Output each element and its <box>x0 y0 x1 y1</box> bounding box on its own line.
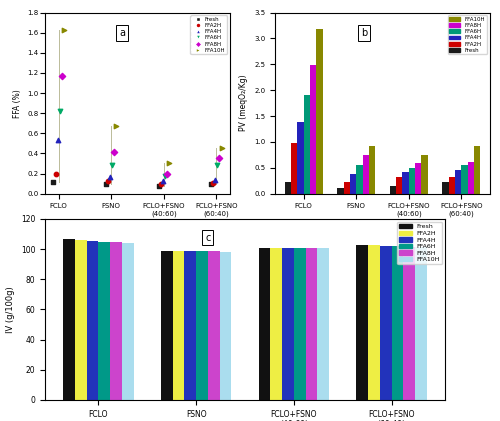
Bar <box>196 251 208 400</box>
Bar <box>356 165 362 194</box>
FFA6H <box>214 162 222 169</box>
FFA4H <box>158 177 166 184</box>
Legend: FFA10H, FFA8H, FFA6H, FFA4H, FFA2H, Fresh: FFA10H, FFA8H, FFA6H, FFA4H, FFA2H, Fres… <box>448 16 487 54</box>
Bar <box>409 168 415 194</box>
Bar <box>318 248 329 400</box>
Fresh <box>207 180 215 187</box>
Bar <box>291 143 298 194</box>
Bar <box>344 182 350 194</box>
Legend: Fresh, FFA2H, FFA4H, FFA6H, FFA8H, FFA10H: Fresh, FFA2H, FFA4H, FFA6H, FFA8H, FFA10… <box>190 16 227 54</box>
FFA8H <box>110 149 118 156</box>
Bar <box>350 174 356 194</box>
FFA6H <box>56 108 64 115</box>
Text: c: c <box>205 233 210 242</box>
FFA8H <box>58 72 66 79</box>
Bar <box>396 177 402 194</box>
Legend: Fresh, FFA2H, FFA4H, FFA6H, FFA8H, FFA10H: Fresh, FFA2H, FFA4H, FFA6H, FFA8H, FFA10… <box>397 222 442 264</box>
FFA8H <box>216 155 224 162</box>
FFA6H <box>108 162 116 169</box>
Bar <box>294 248 306 400</box>
Fresh <box>50 178 58 185</box>
Bar <box>468 162 474 194</box>
Bar <box>455 171 462 194</box>
Bar <box>98 242 110 400</box>
Bar <box>110 242 122 400</box>
Bar <box>86 241 99 400</box>
Bar <box>422 155 428 194</box>
Bar <box>380 246 392 400</box>
Bar <box>462 165 468 194</box>
Bar <box>258 248 270 400</box>
Bar <box>338 189 344 194</box>
Bar <box>298 122 304 194</box>
FFA4H <box>106 173 114 180</box>
Bar <box>362 155 369 194</box>
FFA2H <box>104 177 112 184</box>
FFA2H <box>156 180 164 187</box>
X-axis label: Fresh & Blended Oil Samples: Fresh & Blended Oil Samples <box>332 222 433 229</box>
Bar <box>63 239 75 400</box>
Bar <box>75 240 86 400</box>
Bar <box>356 245 368 400</box>
Y-axis label: PV (meqO₂/Kg): PV (meqO₂/Kg) <box>240 75 248 131</box>
Bar <box>161 250 172 400</box>
Bar <box>415 247 427 400</box>
Text: b: b <box>361 28 367 38</box>
FFA10H <box>218 145 226 152</box>
Bar <box>306 248 318 400</box>
FFA10H <box>165 160 173 167</box>
FFA10H <box>60 27 68 33</box>
Bar <box>285 182 291 194</box>
Bar <box>392 246 404 400</box>
Fresh <box>154 182 162 189</box>
Bar <box>270 248 282 400</box>
Bar <box>474 146 480 194</box>
FFA10H <box>112 123 120 130</box>
FFA6H <box>161 172 169 179</box>
Bar <box>220 252 232 400</box>
Fresh <box>102 180 110 187</box>
FFA2H <box>52 170 60 177</box>
Bar <box>282 248 294 400</box>
Bar <box>316 29 322 194</box>
FFA8H <box>163 170 171 177</box>
Bar <box>310 65 316 194</box>
Bar <box>208 251 220 400</box>
Bar <box>415 163 422 194</box>
Bar <box>122 243 134 400</box>
Y-axis label: IV (g/100g): IV (g/100g) <box>6 286 15 333</box>
Bar <box>304 96 310 194</box>
Bar <box>368 245 380 400</box>
Bar <box>369 146 375 194</box>
Bar <box>404 247 415 400</box>
Text: a: a <box>119 28 125 38</box>
FFA4H <box>54 137 62 144</box>
FFA4H <box>212 176 220 183</box>
Bar <box>172 250 184 400</box>
Y-axis label: FFA (%): FFA (%) <box>13 89 22 117</box>
FFA2H <box>209 179 217 186</box>
Bar <box>448 177 455 194</box>
Bar <box>442 182 448 194</box>
Bar <box>402 172 409 194</box>
X-axis label: Fresh & Blended Oil Samples: Fresh & Blended Oil Samples <box>87 222 188 229</box>
Bar <box>390 186 396 194</box>
Bar <box>184 250 196 400</box>
